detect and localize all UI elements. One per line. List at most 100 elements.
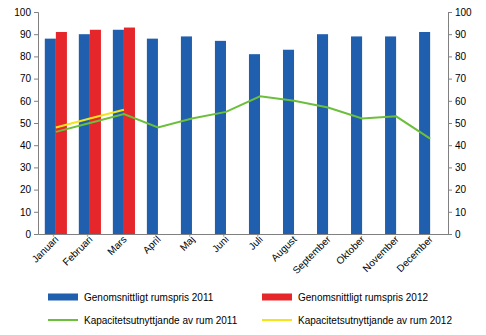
y-tick-label: 40 xyxy=(20,140,32,151)
x-tick-label: Oktober xyxy=(334,233,367,266)
legend-swatch xyxy=(48,294,78,301)
y-axis: 0102030405060708090100 xyxy=(14,7,38,240)
legend-label: Genomsnittligt rumspris 2012 xyxy=(298,292,428,303)
bar xyxy=(249,54,260,234)
y2-axis: 0102030405060708090100 xyxy=(448,7,472,240)
bar xyxy=(90,30,101,234)
y2-tick: 80 xyxy=(448,51,467,62)
y2-tick-mark xyxy=(448,101,452,102)
legend-item: Kapacitetsutnyttjande av rum 2012 xyxy=(262,315,452,326)
y-tick: 80 xyxy=(20,51,38,62)
x-tick: Oktober xyxy=(334,233,367,266)
y-tick: 100 xyxy=(14,7,38,18)
y-tick: 40 xyxy=(20,140,38,151)
x-axis: JanuariFebruariMarsAprilMajJuniJuliAugus… xyxy=(30,233,449,276)
line xyxy=(56,110,124,128)
legend-item: Kapacitetsutnyttjande av rum 2011 xyxy=(48,315,238,326)
y2-tick-mark xyxy=(448,34,452,35)
y2-tick-mark xyxy=(448,12,452,13)
legend: Genomsnittligt rumspris 2011 Genomsnittli… xyxy=(48,292,452,326)
y-tick: 70 xyxy=(20,73,38,84)
y-tick-mark xyxy=(34,12,38,13)
y2-tick-label: 90 xyxy=(455,29,467,40)
y2-tick: 70 xyxy=(448,73,467,84)
y2-tick: 90 xyxy=(448,29,467,40)
y2-tick-label: 40 xyxy=(455,140,467,151)
x-tick: September xyxy=(290,233,333,276)
x-tick-label: Maj xyxy=(178,234,197,253)
legend-item: Genomsnittligt rumspris 2012 xyxy=(262,292,428,303)
bar xyxy=(79,34,90,234)
y2-tick-label: 0 xyxy=(455,229,461,240)
y2-tick-mark xyxy=(448,79,452,80)
y2-tick-label: 80 xyxy=(455,51,467,62)
x-tick: April xyxy=(141,234,163,256)
y-tick-label: 30 xyxy=(20,162,32,173)
bar xyxy=(351,36,362,234)
x-tick-label: September xyxy=(290,233,333,276)
x-tick-label: Juli xyxy=(246,234,264,252)
x-tick: Juni xyxy=(210,234,231,255)
y-axis-line xyxy=(34,13,39,235)
y-tick-label: 80 xyxy=(20,51,32,62)
legend-label: Kapacitetsutnyttjande av rum 2012 xyxy=(298,315,452,326)
y-tick: 30 xyxy=(20,162,38,173)
chart: 0102030405060708090100010203040506070809… xyxy=(0,0,486,335)
x-tick-label: August xyxy=(269,233,299,263)
x-tick-label: Mars xyxy=(105,234,129,258)
y2-tick-label: 70 xyxy=(455,73,467,84)
bar xyxy=(113,30,124,234)
y2-tick-mark xyxy=(448,167,452,168)
y2-tick: 0 xyxy=(448,229,461,240)
y-tick: 60 xyxy=(20,96,38,107)
y-tick: 50 xyxy=(20,118,38,129)
bar xyxy=(124,28,135,234)
bar-series xyxy=(56,28,135,234)
bar xyxy=(317,34,328,234)
y2-tick-label: 100 xyxy=(455,7,472,18)
x-tick-label: Juni xyxy=(210,234,231,255)
y-tick-label: 0 xyxy=(25,229,31,240)
x-tick: Maj xyxy=(178,234,197,253)
x-tick-label: December xyxy=(394,233,435,274)
bar xyxy=(215,41,226,234)
y2-tick-mark xyxy=(448,212,452,213)
y2-tick-mark xyxy=(448,145,452,146)
y-tick: 20 xyxy=(20,184,38,195)
y-tick-mark xyxy=(34,56,38,57)
x-tick: December xyxy=(394,233,435,274)
x-axis-line xyxy=(39,234,449,235)
y-tick-mark xyxy=(34,101,38,102)
y-tick-mark xyxy=(34,190,38,191)
x-tick: Januari xyxy=(30,234,61,265)
y2-tick-mark xyxy=(448,234,452,235)
y2-tick: 50 xyxy=(448,118,467,129)
y2-tick-label: 30 xyxy=(455,162,467,173)
y2-tick: 40 xyxy=(448,140,467,151)
y-tick-mark xyxy=(34,123,38,124)
y-tick: 0 xyxy=(25,229,38,240)
y-tick-mark xyxy=(34,234,38,235)
plot: 0102030405060708090100010203040506070809… xyxy=(14,7,472,276)
y-tick-label: 70 xyxy=(20,73,32,84)
legend-swatch xyxy=(48,319,78,321)
y-tick-mark xyxy=(34,79,38,80)
line xyxy=(56,96,430,138)
y2-tick: 20 xyxy=(448,184,467,195)
y-tick-mark xyxy=(34,212,38,213)
y-tick-label: 100 xyxy=(14,7,31,18)
y-tick-label: 20 xyxy=(20,184,32,195)
legend-label: Genomsnittligt rumspris 2011 xyxy=(84,292,214,303)
y2-tick: 10 xyxy=(448,207,467,218)
legend-swatch xyxy=(262,294,292,301)
y2-tick-label: 50 xyxy=(455,118,467,129)
x-tick-label: April xyxy=(141,234,163,256)
y-tick-mark xyxy=(34,145,38,146)
bar xyxy=(385,36,396,234)
y2-tick-mark xyxy=(448,56,452,57)
y2-tick-label: 20 xyxy=(455,184,467,195)
marks xyxy=(45,28,430,234)
x-tick: Juli xyxy=(246,234,264,252)
y-tick-mark xyxy=(34,34,38,35)
y-tick-mark xyxy=(34,167,38,168)
